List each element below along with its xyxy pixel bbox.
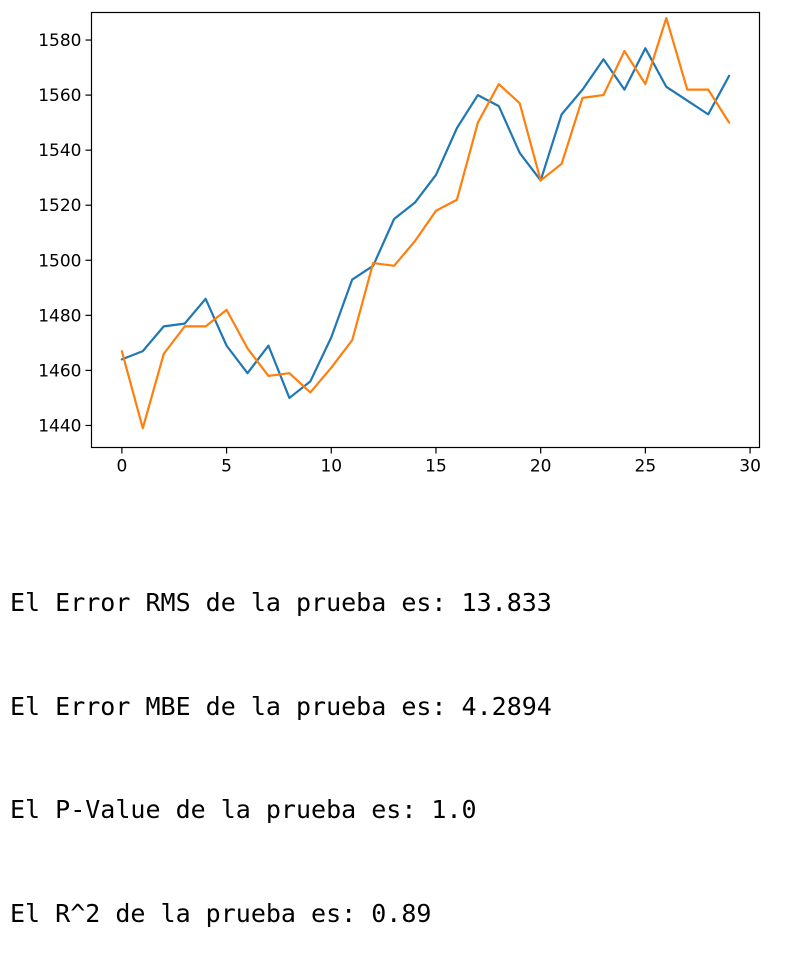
series-lines xyxy=(120,16,731,430)
y-tick-label: 1440 xyxy=(38,416,81,436)
output-text: El Error RMS de la prueba es: 13.833 El … xyxy=(10,517,552,966)
y-tick-label: 1520 xyxy=(38,196,81,216)
y-tick-label: 1480 xyxy=(38,306,81,326)
x-tick-label: 25 xyxy=(635,457,657,477)
y-tick-label: 1580 xyxy=(38,31,81,51)
output-line-pvalue: El P-Value de la prueba es: 1.0 xyxy=(10,795,477,824)
output-line-rms: El Error RMS de la prueba es: 13.833 xyxy=(10,588,552,617)
line-chart: 0 5 10 15 20 25 301440146014801500152015401560… xyxy=(38,11,761,477)
x-tick-label: 15 xyxy=(425,457,447,477)
x-tick-label: 5 xyxy=(221,457,232,477)
y-tick-label: 1560 xyxy=(38,86,81,106)
x-tick-label: 20 xyxy=(530,457,552,477)
output-line-mbe: El Error MBE de la prueba es: 4.2894 xyxy=(10,691,552,721)
y-tick-label: 1540 xyxy=(38,141,81,161)
x-tick-label: 0 xyxy=(116,457,127,477)
output-line-r2: El R^2 de la prueba es: 0.89 xyxy=(10,898,432,928)
y-tick-label: 1460 xyxy=(38,361,81,381)
series-line-2 xyxy=(120,16,731,430)
series-line-1 xyxy=(120,47,731,400)
axis-ticks: 0 5 10 15 20 25 301440146014801500152015401560… xyxy=(38,31,761,476)
y-tick-label: 1500 xyxy=(38,251,81,271)
x-tick-label: 30 xyxy=(739,457,761,477)
plot-frame xyxy=(90,11,761,449)
x-tick-label: 10 xyxy=(320,457,342,477)
